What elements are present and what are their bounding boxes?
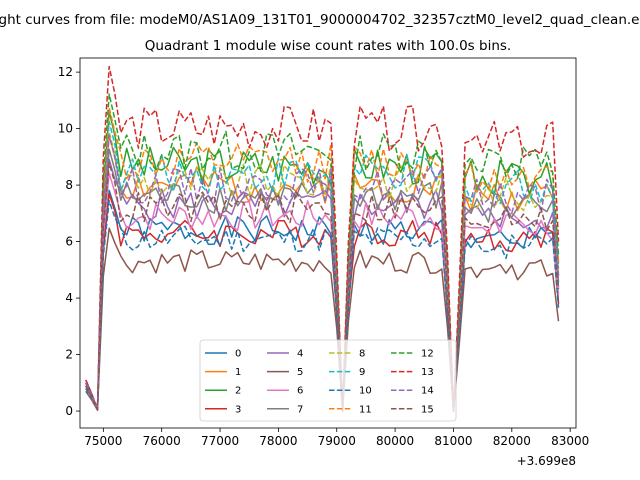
y-tick-label: 0 <box>65 404 73 418</box>
y-tick-label: 6 <box>65 235 73 249</box>
legend-label-2: 2 <box>235 386 241 397</box>
y-tick-label: 10 <box>58 122 73 136</box>
x-offset-label: +3.699e8 <box>517 454 576 468</box>
y-tick-label: 4 <box>65 291 73 305</box>
legend-label-14: 14 <box>421 386 434 397</box>
legend-label-1: 1 <box>235 367 241 378</box>
legend-label-12: 12 <box>421 349 434 360</box>
y-axis: 0 2 4 6 8 10 12 <box>58 65 80 418</box>
series-line-5 <box>85 227 560 412</box>
legend-label-13: 13 <box>421 367 434 378</box>
x-tick-label: 76000 <box>143 434 181 448</box>
legend-label-6: 6 <box>297 386 303 397</box>
y-tick-label: 2 <box>65 348 73 362</box>
series-line-13 <box>85 65 560 412</box>
x-tick-label: 83000 <box>551 434 589 448</box>
x-tick-label: 82000 <box>493 434 531 448</box>
series-line-15 <box>85 162 560 412</box>
x-tick-label: 77000 <box>201 434 239 448</box>
legend-label-11: 11 <box>359 404 372 415</box>
series-line-6 <box>85 172 560 412</box>
y-tick-label: 8 <box>65 178 73 192</box>
legend-label-15: 15 <box>421 404 434 415</box>
x-axis: 75000 76000 77000 78000 79000 80000 81000 82000… <box>84 428 589 448</box>
x-tick-label: 78000 <box>259 434 297 448</box>
y-tick-label: 12 <box>58 65 73 79</box>
series-line-12 <box>85 93 560 412</box>
x-tick-label: 79000 <box>318 434 356 448</box>
x-tick-label: 81000 <box>434 434 472 448</box>
legend-label-10: 10 <box>359 386 372 397</box>
legend-label-5: 5 <box>297 367 303 378</box>
legend-label-9: 9 <box>359 367 365 378</box>
series-line-11 <box>85 106 560 412</box>
legend-label-4: 4 <box>297 349 303 360</box>
legend-label-0: 0 <box>235 349 241 360</box>
legend-label-3: 3 <box>235 404 241 415</box>
suptitle: Light curves from file: modeM0/AS1A09_13… <box>0 12 640 28</box>
legend-box <box>199 339 457 422</box>
plot-frame <box>79 57 577 429</box>
chart-title: Quadrant 1 module wise count rates with … <box>145 38 511 54</box>
legend-label-7: 7 <box>297 404 303 415</box>
x-tick-label: 75000 <box>84 434 122 448</box>
x-tick-label: 80000 <box>376 434 414 448</box>
series-line-10 <box>85 200 560 412</box>
series-line-14 <box>85 134 560 412</box>
legend-label-8: 8 <box>359 349 365 360</box>
series-lines <box>85 65 560 412</box>
series-line-4 <box>85 158 560 412</box>
